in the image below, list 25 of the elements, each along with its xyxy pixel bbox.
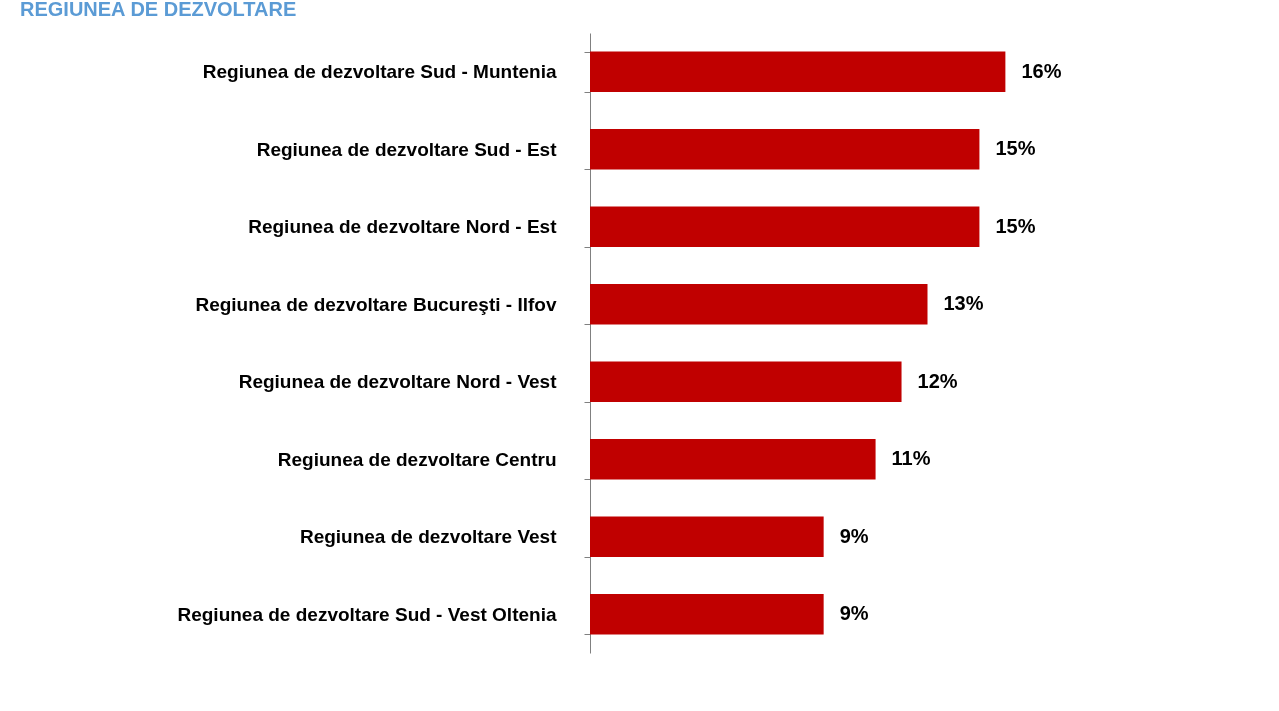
bar bbox=[590, 51, 1006, 92]
data-label: 11% bbox=[891, 447, 931, 470]
bar bbox=[590, 439, 876, 480]
y-tick-label: Regiunea de dezvoltare Nord - Vest bbox=[238, 371, 558, 393]
data-label: 13% bbox=[943, 292, 984, 315]
text: REGIUNEA DE DEZVOLTARE bbox=[20, 0, 297, 20]
y-tick-label: Regiunea de dezvoltare Vest bbox=[299, 526, 558, 548]
data-label: 15% bbox=[995, 214, 1036, 237]
data-label: 12% bbox=[917, 369, 958, 392]
bar bbox=[590, 516, 824, 557]
bar bbox=[590, 284, 928, 325]
y-tick-label: Regiunea de dezvoltare Sud - Est bbox=[256, 138, 558, 160]
y-tick-label: Regiunea de dezvoltare Sud - Muntenia bbox=[202, 61, 557, 83]
bar bbox=[590, 361, 902, 402]
y-tick-label: Regiunea de dezvoltare Nord - Est bbox=[248, 216, 558, 238]
y-tick-label: Regiunea de dezvoltare Sud - Vest Oltenia bbox=[177, 603, 557, 625]
y-tick-label: Regiunea de dezvoltare Bucureşti - Ilfov bbox=[195, 293, 557, 315]
bar bbox=[590, 129, 980, 170]
data-label: 9% bbox=[839, 602, 869, 625]
bar bbox=[590, 594, 824, 635]
data-label: 16% bbox=[1021, 59, 1062, 82]
y-tick-label: Regiunea de dezvoltare Centru bbox=[277, 448, 557, 470]
data-label: 15% bbox=[995, 137, 1036, 160]
bar bbox=[590, 206, 980, 247]
data-label: 9% bbox=[839, 524, 869, 547]
